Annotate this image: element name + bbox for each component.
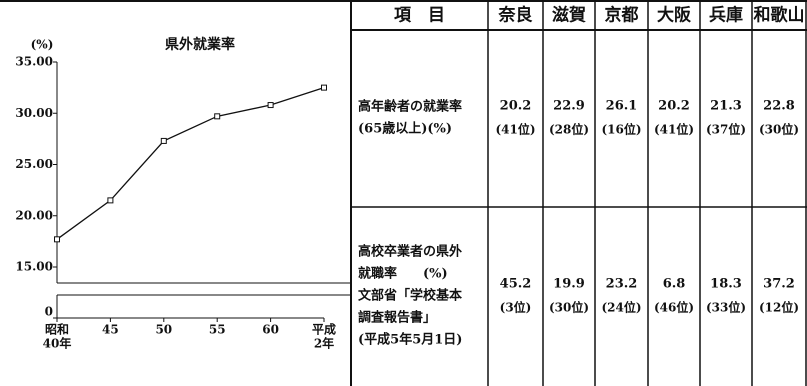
x-tick-label: 45 [102, 323, 119, 337]
cell-value: 20.2 [658, 99, 690, 114]
row-label: 文部省「学校基本 [358, 288, 462, 304]
x-tick-label: 60 [262, 323, 279, 337]
table-header: 項 目 [394, 6, 445, 26]
y-tick-label: 15.00 [15, 260, 53, 274]
row-label: (平成5年5月1日) [358, 332, 462, 348]
cell-rank: (33位) [706, 300, 746, 315]
cell-rank: (30位) [549, 300, 589, 315]
cell-value: 21.3 [710, 99, 742, 114]
line-series [56, 87, 325, 240]
x-tick-label: 昭和 [45, 322, 69, 337]
table-header: 和歌山 [754, 5, 805, 26]
cell-value: 19.9 [553, 277, 585, 292]
table-header: 京都 [605, 5, 639, 26]
cell-rank: (41位) [495, 122, 535, 137]
marker [107, 197, 114, 204]
y-tick-label: 30.00 [15, 106, 53, 120]
row-label: 調査報告書」 [358, 310, 436, 326]
x-tick-label: 50 [155, 323, 172, 337]
cell-value: 37.2 [763, 277, 795, 292]
row-label: 高年齢者の就業率 [358, 99, 462, 115]
cell-rank: (3位) [500, 300, 532, 315]
cell-rank: (41位) [654, 122, 694, 137]
x-tick-label: 2年 [314, 336, 334, 351]
cell-value: 26.1 [606, 99, 638, 114]
cell-value: 18.3 [710, 277, 742, 292]
cell-value: 22.8 [763, 99, 795, 114]
table-header: 滋賀 [552, 5, 586, 26]
row-label: 就職率 (%) [358, 266, 448, 282]
cell-rank: (37位) [706, 122, 746, 137]
marker [214, 113, 221, 120]
cell-rank: (24位) [601, 300, 641, 315]
x-tick-label: 平成 [312, 322, 336, 337]
cell-value: 22.9 [553, 99, 585, 114]
y-tick-label: 35.00 [15, 55, 53, 69]
x-tick-label: 40年 [43, 336, 72, 351]
x-tick-label: 55 [209, 323, 226, 337]
cell-rank: (28位) [549, 122, 589, 137]
table-header: 兵庫 [709, 5, 743, 26]
cell-rank: (30位) [759, 122, 799, 137]
row-label: (65歳以上)(%) [358, 121, 452, 137]
y-tick-label: 25.00 [15, 157, 53, 171]
marker [321, 84, 327, 91]
marker [54, 236, 60, 243]
cell-rank: (16位) [601, 122, 641, 137]
cell-rank: (12位) [759, 300, 799, 315]
row-label: 高校卒業者の県外 [358, 244, 462, 260]
cell-value: 20.2 [500, 99, 532, 114]
y-label: (%) [31, 38, 54, 52]
marker [267, 102, 274, 109]
cell-rank: (46位) [654, 300, 694, 315]
cell-value: 45.2 [500, 277, 532, 292]
marker [160, 137, 167, 144]
table-header: 大阪 [657, 5, 691, 26]
table-header: 奈良 [498, 5, 533, 26]
y-tick-label: 20.00 [15, 208, 53, 222]
cell-value: 6.8 [663, 277, 686, 292]
y-tick-label: 0 [45, 305, 53, 319]
cell-value: 23.2 [606, 277, 638, 292]
chart-title: 県外就業率 [165, 36, 235, 53]
